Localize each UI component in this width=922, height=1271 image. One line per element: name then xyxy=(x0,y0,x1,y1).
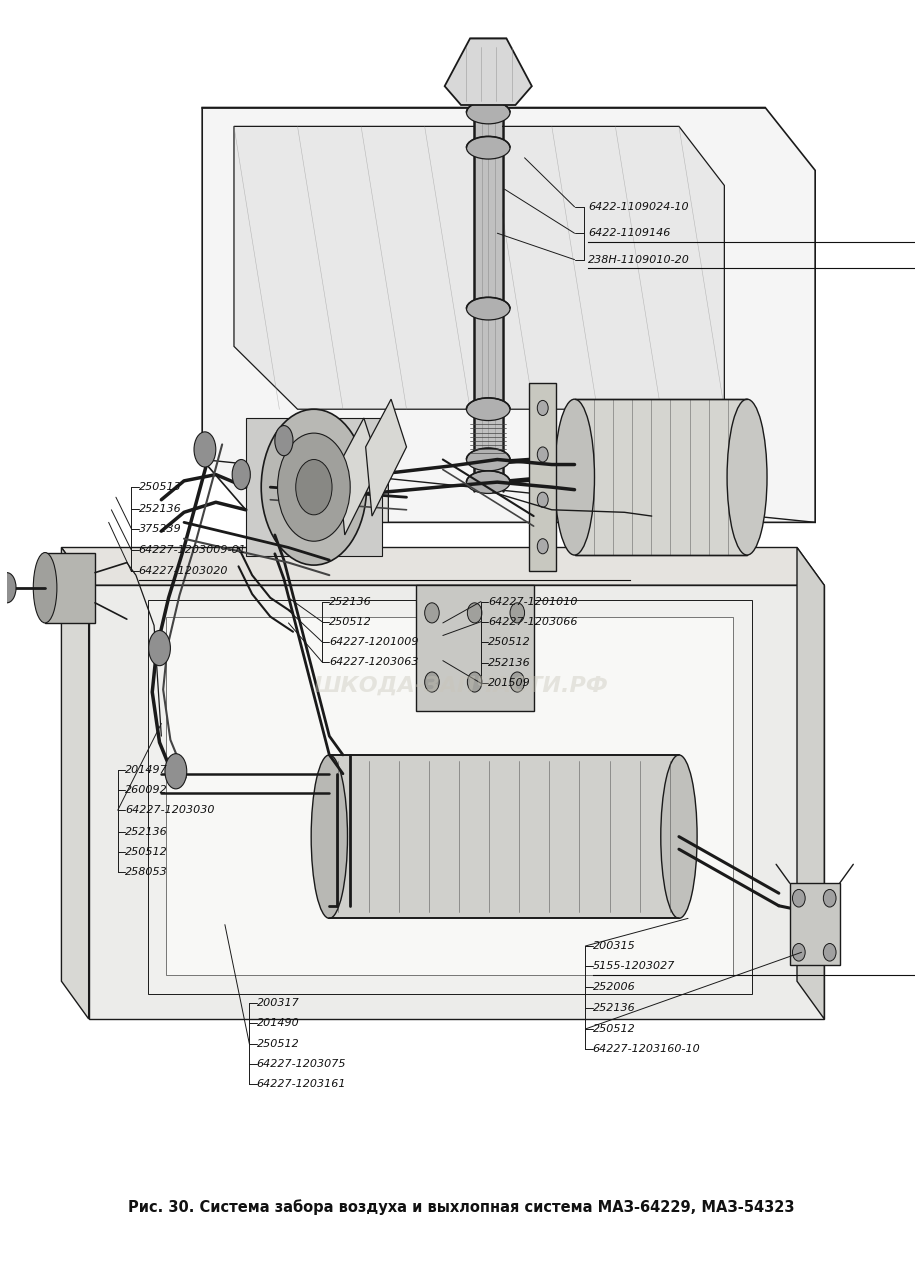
Text: Рис. 30. Система забора воздуха и выхлопная система МАЗ-64229, МАЗ-54323: Рис. 30. Система забора воздуха и выхлоп… xyxy=(128,1200,794,1215)
Text: 250512: 250512 xyxy=(256,1040,300,1049)
Text: 64227-1201009: 64227-1201009 xyxy=(329,637,419,647)
Bar xyxy=(329,755,679,919)
Ellipse shape xyxy=(261,409,367,566)
Text: 201490: 201490 xyxy=(256,1018,300,1028)
Text: 5155-1203027: 5155-1203027 xyxy=(593,961,675,971)
Ellipse shape xyxy=(538,447,549,463)
Text: 252006: 252006 xyxy=(593,982,635,993)
Ellipse shape xyxy=(296,460,332,515)
Ellipse shape xyxy=(467,672,482,693)
Text: 6422-1109146: 6422-1109146 xyxy=(588,229,670,238)
Ellipse shape xyxy=(194,432,216,466)
Polygon shape xyxy=(797,548,824,1019)
Text: 258053: 258053 xyxy=(125,867,168,877)
Ellipse shape xyxy=(467,297,510,320)
Text: 64227-1203161: 64227-1203161 xyxy=(256,1079,346,1089)
Ellipse shape xyxy=(425,672,439,693)
Text: 252136: 252136 xyxy=(125,826,168,836)
Bar xyxy=(475,108,502,491)
Polygon shape xyxy=(444,38,532,105)
Text: 201497: 201497 xyxy=(125,765,168,775)
Ellipse shape xyxy=(538,400,549,416)
Ellipse shape xyxy=(33,553,57,623)
Text: 64227-1203075: 64227-1203075 xyxy=(256,1059,346,1069)
Polygon shape xyxy=(166,616,733,975)
Ellipse shape xyxy=(793,943,805,961)
Ellipse shape xyxy=(425,602,439,623)
Text: 250512: 250512 xyxy=(329,616,372,627)
Text: 250513: 250513 xyxy=(138,482,182,492)
Polygon shape xyxy=(148,600,751,994)
Text: 252136: 252136 xyxy=(138,503,182,513)
Ellipse shape xyxy=(467,136,510,159)
Text: 375239: 375239 xyxy=(138,524,182,534)
Text: 64227-1203063: 64227-1203063 xyxy=(329,657,419,667)
Ellipse shape xyxy=(467,398,510,421)
Polygon shape xyxy=(234,126,725,409)
Bar xyxy=(45,553,95,623)
Polygon shape xyxy=(366,399,407,516)
Text: 252136: 252136 xyxy=(489,658,531,669)
Text: 64227-1203030: 64227-1203030 xyxy=(125,806,215,815)
Ellipse shape xyxy=(538,539,549,554)
Ellipse shape xyxy=(554,399,595,555)
Ellipse shape xyxy=(538,492,549,507)
Ellipse shape xyxy=(510,602,525,623)
Ellipse shape xyxy=(165,754,187,789)
Polygon shape xyxy=(252,447,388,522)
Polygon shape xyxy=(62,548,824,585)
Text: 64227-1203160-10: 64227-1203160-10 xyxy=(593,1043,701,1054)
Ellipse shape xyxy=(727,399,767,555)
Ellipse shape xyxy=(467,470,510,493)
Text: 250512: 250512 xyxy=(125,846,168,857)
Polygon shape xyxy=(338,418,379,535)
Ellipse shape xyxy=(311,755,348,919)
Ellipse shape xyxy=(278,433,350,541)
Text: 250512: 250512 xyxy=(489,637,531,647)
Text: 252136: 252136 xyxy=(329,596,372,606)
Text: 64227-1203009-01: 64227-1203009-01 xyxy=(138,545,246,555)
Bar xyxy=(574,399,747,555)
Text: 201509: 201509 xyxy=(489,679,531,689)
Ellipse shape xyxy=(275,426,293,456)
Polygon shape xyxy=(62,548,89,1019)
Text: 238Н-1109010-20: 238Н-1109010-20 xyxy=(588,254,690,264)
Text: ШКОДА-ЗАПЧАСТИ.РФ: ШКОДА-ЗАПЧАСТИ.РФ xyxy=(313,676,609,695)
Ellipse shape xyxy=(0,573,16,602)
Ellipse shape xyxy=(467,102,510,123)
Text: 64227-1203020: 64227-1203020 xyxy=(138,567,228,576)
Ellipse shape xyxy=(661,755,697,919)
Polygon shape xyxy=(202,108,815,522)
Bar xyxy=(246,418,382,557)
Bar xyxy=(790,883,840,965)
Ellipse shape xyxy=(793,890,805,907)
Text: 64227-1201010: 64227-1201010 xyxy=(489,596,578,606)
Text: 200315: 200315 xyxy=(593,941,635,951)
Text: 200317: 200317 xyxy=(256,998,300,1008)
Ellipse shape xyxy=(467,602,482,623)
Ellipse shape xyxy=(467,449,510,470)
Ellipse shape xyxy=(510,672,525,693)
Ellipse shape xyxy=(823,890,836,907)
Ellipse shape xyxy=(232,460,250,489)
Bar xyxy=(529,383,556,572)
Ellipse shape xyxy=(148,630,171,666)
Ellipse shape xyxy=(823,943,836,961)
Text: 252136: 252136 xyxy=(593,1003,635,1013)
Text: 260092: 260092 xyxy=(125,785,168,796)
Polygon shape xyxy=(416,585,534,710)
Text: 6422-1109024-10: 6422-1109024-10 xyxy=(588,202,689,212)
Text: 64227-1203066: 64227-1203066 xyxy=(489,616,578,627)
Text: 250512: 250512 xyxy=(593,1024,635,1035)
Polygon shape xyxy=(89,585,824,1019)
